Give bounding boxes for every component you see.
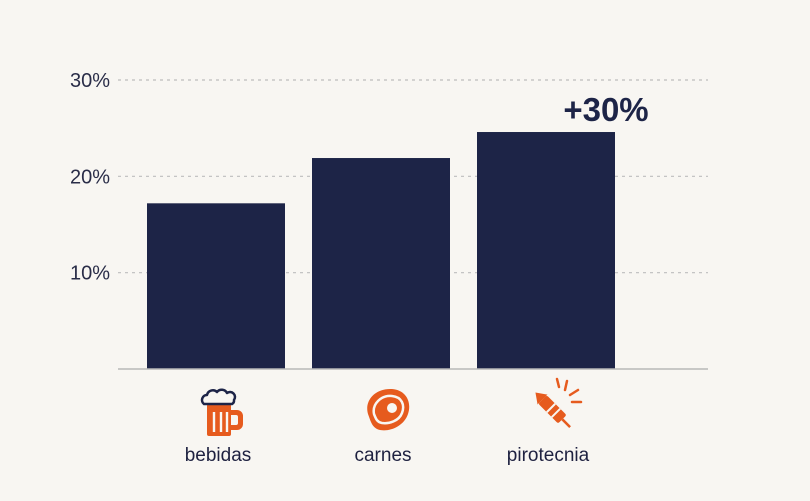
x-category-label: carnes: [354, 445, 411, 466]
bar-annotation-label: +30%: [563, 91, 648, 128]
y-tick-label: 30%: [70, 70, 110, 92]
y-tick-label: 10%: [70, 263, 110, 285]
bar-carnes: [312, 158, 450, 369]
beer-mug-icon: [200, 388, 243, 436]
firework-rocket-icon: [535, 377, 583, 428]
bar-bebidas: [147, 203, 285, 369]
y-tick-label: 20%: [70, 166, 110, 188]
steak-icon: [367, 388, 410, 431]
bar-pirotecnia: [477, 132, 615, 369]
x-category-label: pirotecnia: [507, 445, 590, 466]
bar-layer: bebidas carnes pirotecnia: [147, 132, 615, 466]
x-category-label: bebidas: [185, 445, 252, 466]
